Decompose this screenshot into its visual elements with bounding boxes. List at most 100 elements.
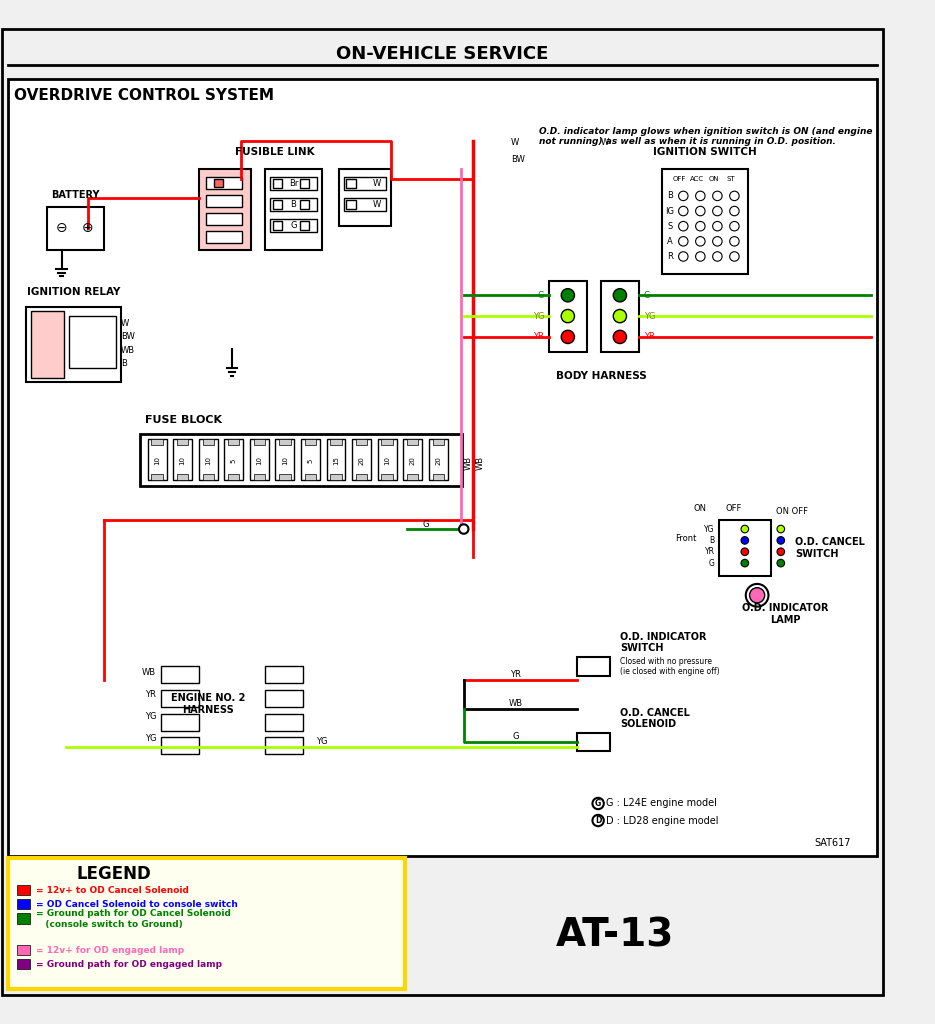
Bar [356,474,367,480]
Text: G: G [538,291,544,300]
Bar [577,656,611,676]
Bar [276,439,295,480]
Text: ENGINE NO. 2
HARNESS: ENGINE NO. 2 HARNESS [171,693,245,715]
Bar [151,439,163,444]
Text: = Ground path for OD engaged lamp: = Ground path for OD engaged lamp [36,959,222,969]
Circle shape [679,221,688,231]
Bar [356,439,367,444]
Bar [326,439,345,480]
Text: YG: YG [145,712,156,721]
Circle shape [729,191,740,201]
Bar [381,474,393,480]
Circle shape [777,537,784,544]
Text: YG: YG [145,733,156,742]
Bar [7,858,405,989]
Bar [17,913,30,924]
Text: W: W [372,200,381,209]
Text: ON: ON [694,504,707,513]
Bar [199,169,251,250]
Text: 10: 10 [281,457,288,465]
Bar [207,177,242,189]
Bar [177,474,188,480]
Text: W: W [511,138,519,147]
Text: G : L24E engine model: G : L24E engine model [606,799,716,809]
Text: 15: 15 [333,457,339,465]
Circle shape [679,206,688,216]
Bar [280,439,291,444]
Bar [207,231,242,244]
Text: YR: YR [511,671,521,679]
Bar [338,169,391,226]
Bar [300,179,309,188]
Bar [224,439,243,480]
Circle shape [741,525,749,532]
Circle shape [593,815,604,826]
Bar [343,177,386,190]
Text: WB: WB [464,456,473,470]
Text: 20: 20 [435,457,441,465]
Text: = OD Cancel Solenoid to console switch: = OD Cancel Solenoid to console switch [36,900,237,909]
Text: BODY HARNESS: BODY HARNESS [555,371,646,381]
Bar [330,474,341,480]
Bar [207,195,242,207]
Text: G: G [512,732,519,740]
Bar [577,732,611,752]
Circle shape [459,524,468,534]
Text: 5: 5 [308,459,313,463]
Circle shape [696,191,705,201]
Circle shape [712,206,722,216]
Bar [265,169,322,250]
Bar [601,281,639,352]
Bar [265,667,303,683]
Text: O.D. INDICATOR
LAMP: O.D. INDICATOR LAMP [742,603,828,625]
Circle shape [729,221,740,231]
Text: G: G [595,799,601,808]
Bar [305,439,316,444]
Text: YG: YG [643,311,655,321]
Bar [273,179,282,188]
Circle shape [712,191,722,201]
Text: FUSE BLOCK: FUSE BLOCK [145,415,222,425]
Text: YG: YG [316,736,327,745]
Bar [300,200,309,209]
Text: B: B [710,536,714,545]
Text: SAT617: SAT617 [814,839,851,848]
Bar [346,179,356,188]
Text: BW: BW [122,333,135,341]
Bar [203,474,214,480]
Bar [253,474,265,480]
Text: B: B [122,359,127,368]
Bar [433,439,444,444]
Bar [228,439,239,444]
Bar [300,220,309,230]
Bar [265,737,303,755]
Text: OFF: OFF [673,176,686,182]
Bar [214,179,223,187]
Circle shape [696,221,705,231]
Text: WB: WB [509,698,523,708]
Circle shape [561,289,574,302]
Text: ON-VEHICLE SERVICE: ON-VEHICLE SERVICE [336,45,548,62]
Text: BW: BW [511,156,525,165]
Bar [265,714,303,730]
Circle shape [746,584,769,606]
Circle shape [777,548,784,556]
Text: R: R [667,252,673,261]
Circle shape [696,206,705,216]
Text: 10: 10 [180,457,186,465]
Text: ⊖: ⊖ [56,221,67,236]
Text: ON OFF: ON OFF [776,508,808,516]
Circle shape [613,309,626,323]
Bar [269,218,317,231]
Bar [330,439,341,444]
Circle shape [712,237,722,246]
Text: YR: YR [145,690,156,699]
Bar [381,439,393,444]
Text: IGNITION SWITCH: IGNITION SWITCH [654,147,757,158]
Bar [352,439,371,480]
Bar [173,439,192,480]
Text: WB: WB [476,456,485,470]
Text: YR: YR [705,547,714,556]
Text: Br: Br [289,179,298,188]
Circle shape [777,525,784,532]
